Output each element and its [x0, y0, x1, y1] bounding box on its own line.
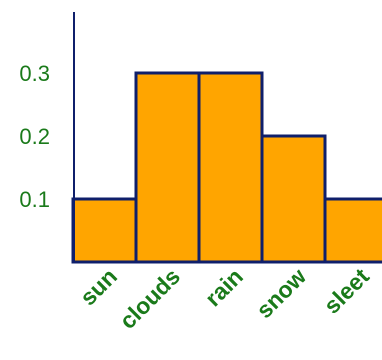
category-label-rain: rain: [200, 263, 248, 311]
bar-sun: [71, 197, 138, 264]
category-label-sleet: sleet: [319, 263, 375, 319]
bar-snow: [260, 134, 327, 264]
y-tick-label: 0.3: [19, 61, 50, 86]
bar-rain: [197, 71, 264, 264]
y-tick-label: 0.1: [19, 187, 50, 212]
y-tick-labels: 0.1 0.2 0.3: [19, 61, 50, 212]
bar-sleet: [323, 197, 382, 264]
category-label-snow: snow: [251, 263, 311, 323]
category-label-clouds: clouds: [114, 263, 185, 334]
bar-clouds: [134, 71, 201, 264]
y-tick-label: 0.2: [19, 124, 50, 149]
category-label-sun: sun: [75, 263, 122, 310]
bars-group: [71, 71, 382, 264]
